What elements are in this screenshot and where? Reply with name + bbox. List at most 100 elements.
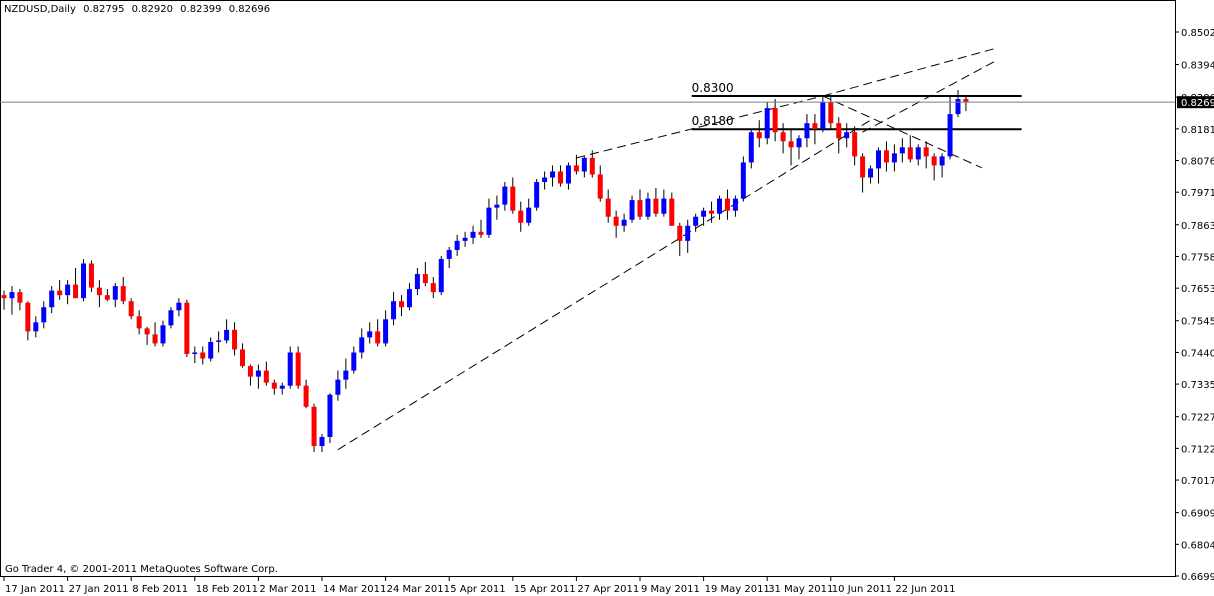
- trend-line: [576, 95, 823, 159]
- candle-body: [144, 328, 150, 335]
- ohlc-close: 0.82696: [228, 4, 271, 15]
- candle-body: [263, 370, 269, 383]
- y-tick-label: 0.76532: [1181, 284, 1214, 295]
- candle-body: [216, 340, 222, 342]
- x-tick-label: 15 Apr 2011: [514, 584, 576, 595]
- candle-body: [526, 207, 532, 223]
- candle-body: [947, 114, 953, 157]
- y-tick-label: 0.73352: [1181, 380, 1214, 391]
- candle-body: [200, 352, 206, 359]
- candle-body: [351, 352, 357, 371]
- candle-body: [899, 147, 905, 154]
- candle-body: [470, 231, 476, 238]
- candle-body: [891, 153, 897, 163]
- candle-body: [120, 286, 126, 302]
- current-price-label: 0.82696: [1177, 96, 1214, 109]
- candle-body: [383, 319, 389, 344]
- y-tick-label: 0.69092: [1181, 509, 1214, 520]
- candle-body: [224, 329, 230, 341]
- candle-body: [613, 216, 619, 226]
- candle-body: [661, 198, 667, 214]
- candle-body: [907, 147, 913, 160]
- candle-body: [836, 123, 842, 139]
- x-tick-label: 31 May 2011: [768, 584, 833, 595]
- candle-body: [208, 341, 214, 359]
- y-tick-label: 0.80762: [1181, 157, 1214, 168]
- x-tick-label: 17 Jan 2011: [5, 584, 65, 595]
- candle-body: [399, 301, 404, 308]
- candle-body: [963, 99, 969, 103]
- current-price-value: 0.82696: [1181, 98, 1214, 109]
- candle-body: [740, 162, 746, 199]
- y-tick-label: 0.66992: [1181, 572, 1214, 583]
- candle-body: [9, 292, 15, 299]
- candle-body: [88, 263, 94, 288]
- candle-body: [724, 198, 730, 211]
- candle-body: [25, 302, 31, 332]
- y-tick-label: 0.71222: [1181, 444, 1214, 455]
- plot-area-border: [0, 0, 1176, 577]
- candle-body: [876, 150, 881, 169]
- x-tick-label: 27 Apr 2011: [577, 584, 639, 595]
- candle-body: [295, 352, 301, 386]
- candle-body: [669, 198, 675, 226]
- y-tick-label: 0.81812: [1181, 125, 1214, 136]
- candle-body: [192, 352, 198, 354]
- candle-body: [844, 132, 850, 139]
- candle-body: [621, 219, 627, 226]
- candle-body: [255, 370, 261, 377]
- candle-body: [764, 108, 770, 139]
- candle-body: [597, 174, 603, 199]
- candle-body: [1, 295, 7, 299]
- candle-body: [558, 171, 563, 184]
- candle-body: [653, 198, 659, 214]
- candle-body: [176, 302, 182, 311]
- candle-body: [57, 290, 63, 296]
- candle-body: [96, 287, 102, 296]
- x-tick-label: 2 Mar 2011: [259, 584, 316, 595]
- candle-body: [804, 123, 810, 139]
- y-tick-label: 0.83942: [1181, 61, 1214, 72]
- candle-body: [240, 349, 245, 367]
- x-tick-label: 9 May 2011: [641, 584, 700, 595]
- symbol-timeframe: NZDUSD,Daily: [4, 4, 76, 15]
- candle-body: [852, 132, 858, 157]
- y-tick-label: 0.68042: [1181, 540, 1214, 551]
- candle-body: [454, 240, 460, 250]
- x-tick-label: 5 Apr 2011: [450, 584, 505, 595]
- y-tick-label: 0.79712: [1181, 188, 1214, 199]
- candle-body: [677, 225, 683, 241]
- level-label: 0.8180: [692, 114, 734, 128]
- copyright-notice: Go Trader 4, © 2001-2011 MetaQuotes Soft…: [5, 564, 278, 575]
- candle-body: [788, 141, 794, 148]
- candle-body: [923, 147, 929, 157]
- candle-body: [796, 138, 802, 148]
- ohlc-high: 0.82920: [131, 4, 173, 15]
- candle-body: [446, 249, 452, 259]
- candle-body: [33, 322, 39, 332]
- candle-body: [303, 385, 309, 407]
- candle-body: [406, 289, 412, 308]
- y-tick-label: 0.70172: [1181, 476, 1214, 487]
- candle-body: [112, 286, 118, 300]
- candle-body: [430, 283, 436, 293]
- y-tick-label: 0.78632: [1181, 221, 1214, 232]
- y-axis: 0.850220.839420.828620.818120.807620.797…: [1175, 28, 1214, 583]
- chart-header: NZDUSD,Daily 0.82795 0.82920 0.82399 0.8…: [4, 4, 274, 15]
- candle-body: [486, 207, 492, 235]
- candle-body: [780, 132, 786, 142]
- candle-body: [311, 406, 317, 447]
- candle-body: [41, 307, 47, 323]
- candle-body: [319, 436, 325, 447]
- candle-body: [65, 284, 71, 296]
- horizontal-levels: 0.8300 0.8180: [691, 81, 1022, 131]
- candle-body: [414, 274, 420, 290]
- candle-body: [828, 102, 834, 124]
- candles: [1, 89, 969, 453]
- x-axis: 17 Jan 2011 27 Jan 2011 8 Feb 2011 18 Feb 2…: [3, 576, 956, 595]
- candle-body: [581, 157, 587, 172]
- candle-body: [168, 310, 174, 326]
- x-tick-label: 22 Jun 2011: [895, 584, 955, 595]
- x-tick-label: 24 Mar 2011: [387, 584, 450, 595]
